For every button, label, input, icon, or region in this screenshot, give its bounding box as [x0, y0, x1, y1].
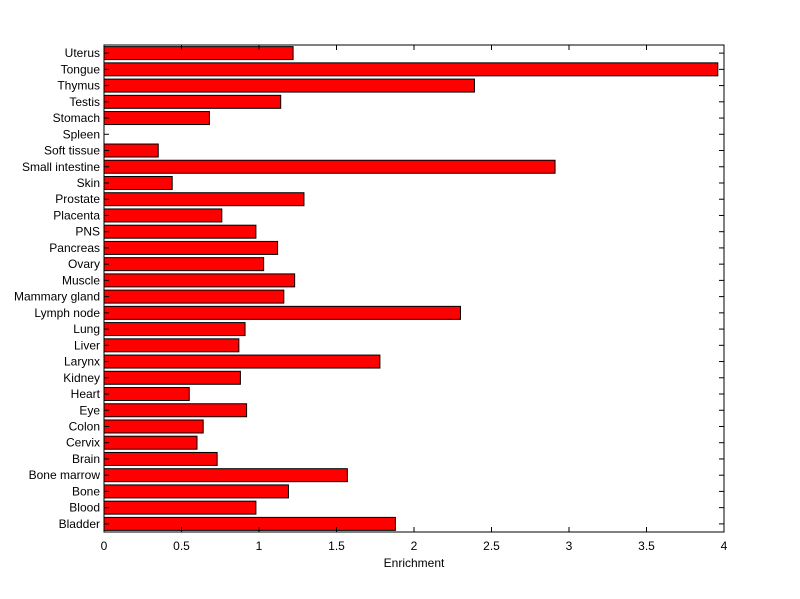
y-tick-label: Larynx: [64, 355, 100, 369]
x-axis-title: Enrichment: [384, 556, 445, 570]
bar-lung: [103, 322, 246, 337]
y-tick-label: Heart: [71, 387, 101, 401]
y-tick-label: Pancreas: [49, 241, 100, 255]
bar-heart: [103, 387, 190, 402]
y-tick-label: Tongue: [61, 62, 101, 76]
bar-larynx: [103, 354, 381, 369]
x-tick-label: 3: [566, 539, 573, 553]
bar-ovary: [103, 257, 265, 272]
y-tick-label: Small intestine: [22, 160, 100, 174]
y-tick-label: Liver: [74, 338, 100, 352]
y-tick-label: Lymph node: [34, 306, 100, 320]
bar-muscle: [103, 273, 296, 288]
y-tick-label: Kidney: [63, 371, 100, 385]
bar-testis: [103, 94, 282, 109]
x-tick-label: 1: [256, 539, 263, 553]
y-tick-label: Brain: [72, 452, 100, 466]
bar-colon: [103, 419, 204, 434]
y-tick-label: Eye: [79, 403, 100, 417]
axes-frame: [103, 44, 725, 533]
y-tick-label: Placenta: [53, 208, 100, 222]
bar-mammary-gland: [103, 289, 285, 304]
y-tick-label: Bone: [72, 484, 100, 498]
x-tick-label: 1.5: [328, 539, 345, 553]
y-tick-label: Spleen: [63, 127, 100, 141]
bar-stomach: [103, 111, 210, 126]
bar-pns: [103, 224, 257, 239]
bar-liver: [103, 338, 240, 353]
x-tick-label: 0.5: [173, 539, 190, 553]
y-tick-label: Ovary: [68, 257, 100, 271]
bar-eye: [103, 403, 248, 418]
x-tick-label: 3.5: [638, 539, 655, 553]
bar-soft-tissue: [103, 143, 159, 158]
bar-uterus: [103, 46, 294, 61]
y-tick-label: Skin: [77, 176, 100, 190]
y-tick-label: Colon: [69, 419, 100, 433]
y-tick-label: Bladder: [59, 517, 100, 531]
y-tick-label: Thymus: [57, 79, 100, 93]
bar-cervix: [103, 435, 198, 450]
bar-kidney: [103, 370, 241, 385]
y-tick-label: Muscle: [62, 273, 100, 287]
x-ticks-group: 0 0.5 1 1.5 2 2.5 3 3.5 4: [101, 45, 728, 553]
y-tick-label: Lung: [73, 322, 100, 336]
bar-pancreas: [103, 240, 279, 255]
y-tick-label: Soft tissue: [44, 144, 100, 158]
y-tick-label: Mammary gland: [14, 290, 100, 304]
bar-lymph-node: [103, 305, 461, 320]
y-tick-label: Bone marrow: [29, 468, 101, 482]
bar-skin: [103, 175, 173, 190]
bar-prostate: [103, 192, 305, 207]
bar-thymus: [103, 78, 475, 93]
bar-placenta: [103, 208, 223, 223]
x-tick-label: 2.5: [483, 539, 500, 553]
y-tick-label: Cervix: [66, 436, 100, 450]
bar-tongue: [103, 62, 719, 77]
y-tick-label: Testis: [69, 95, 100, 109]
x-tick-label: 2: [411, 539, 418, 553]
y-tick-label: Blood: [69, 501, 100, 515]
plot-area: [104, 45, 724, 532]
bar-blood: [103, 500, 257, 515]
bar-bone: [103, 484, 289, 499]
bar-bone-marrow: [103, 468, 348, 483]
x-tick-label: 4: [721, 539, 728, 553]
y-tick-label: Uterus: [65, 46, 100, 60]
x-tick-label: 0: [101, 539, 108, 553]
y-tick-label: PNS: [75, 225, 100, 239]
y-tick-label: Prostate: [55, 192, 100, 206]
bar-small-intestine: [103, 159, 556, 174]
y-tick-label: Stomach: [53, 111, 100, 125]
bar-bladder: [103, 516, 396, 531]
bar-brain: [103, 451, 218, 466]
y-ticks-group: Bladder Blood Bone Bone marrow Brain Cervix Co…: [14, 46, 724, 531]
